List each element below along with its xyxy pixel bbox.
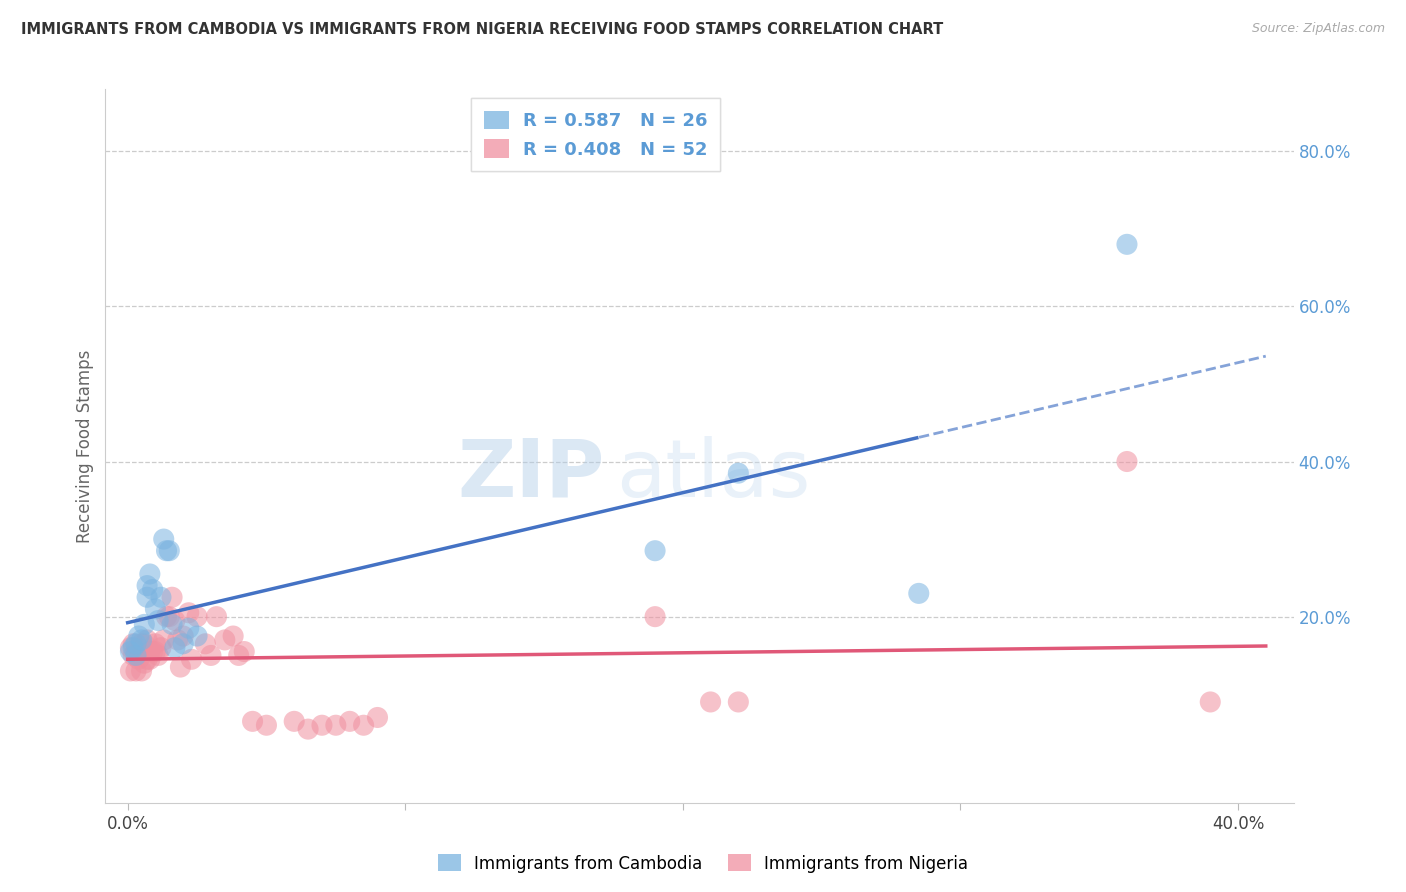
Point xyxy=(699,695,721,709)
Point xyxy=(149,640,172,655)
Point xyxy=(163,614,186,628)
Y-axis label: Receiving Food Stamps: Receiving Food Stamps xyxy=(76,350,94,542)
Point xyxy=(157,609,180,624)
Point xyxy=(160,617,183,632)
Point xyxy=(177,606,200,620)
Point xyxy=(177,621,200,635)
Point xyxy=(180,652,202,666)
Point xyxy=(148,614,170,628)
Point xyxy=(200,648,222,663)
Point xyxy=(283,714,305,729)
Point xyxy=(139,652,162,666)
Point xyxy=(122,648,145,663)
Point xyxy=(139,566,162,581)
Point xyxy=(128,629,150,643)
Point xyxy=(134,656,156,670)
Point xyxy=(145,644,167,658)
Point xyxy=(136,652,159,666)
Legend: R = 0.587   N = 26, R = 0.408   N = 52: R = 0.587 N = 26, R = 0.408 N = 52 xyxy=(471,98,720,171)
Text: atlas: atlas xyxy=(616,435,811,514)
Point xyxy=(120,644,142,658)
Point xyxy=(155,609,177,624)
Point xyxy=(353,718,375,732)
Point xyxy=(125,664,148,678)
Point xyxy=(1116,454,1139,468)
Point xyxy=(152,632,174,647)
Point xyxy=(644,543,666,558)
Point xyxy=(131,637,153,651)
Point xyxy=(339,714,361,729)
Point xyxy=(1199,695,1222,709)
Point xyxy=(145,637,167,651)
Point xyxy=(142,582,165,597)
Point xyxy=(325,718,347,732)
Point xyxy=(122,637,145,651)
Point xyxy=(1116,237,1139,252)
Point xyxy=(172,637,194,651)
Point xyxy=(131,664,153,678)
Point xyxy=(152,532,174,546)
Point xyxy=(125,644,148,658)
Point xyxy=(120,640,142,655)
Point xyxy=(222,629,245,643)
Point xyxy=(136,579,159,593)
Point xyxy=(128,652,150,666)
Point xyxy=(125,648,148,663)
Point xyxy=(139,644,162,658)
Point xyxy=(160,591,183,605)
Point xyxy=(727,695,749,709)
Point xyxy=(122,640,145,655)
Point xyxy=(256,718,278,732)
Point xyxy=(311,718,333,732)
Point xyxy=(131,632,153,647)
Point xyxy=(228,648,250,663)
Point xyxy=(297,722,319,736)
Point xyxy=(134,617,156,632)
Point xyxy=(214,632,236,647)
Legend: Immigrants from Cambodia, Immigrants from Nigeria: Immigrants from Cambodia, Immigrants fro… xyxy=(432,847,974,880)
Point xyxy=(155,543,177,558)
Point xyxy=(163,640,186,655)
Point xyxy=(186,609,208,624)
Point xyxy=(148,648,170,663)
Point xyxy=(134,637,156,651)
Text: IMMIGRANTS FROM CAMBODIA VS IMMIGRANTS FROM NIGERIA RECEIVING FOOD STAMPS CORREL: IMMIGRANTS FROM CAMBODIA VS IMMIGRANTS F… xyxy=(21,22,943,37)
Point xyxy=(157,543,180,558)
Point xyxy=(644,609,666,624)
Point xyxy=(366,710,388,724)
Text: ZIP: ZIP xyxy=(457,435,605,514)
Point xyxy=(233,644,256,658)
Point xyxy=(172,629,194,643)
Point xyxy=(194,637,217,651)
Point xyxy=(136,591,159,605)
Point xyxy=(169,660,191,674)
Point xyxy=(145,602,167,616)
Text: Source: ZipAtlas.com: Source: ZipAtlas.com xyxy=(1251,22,1385,36)
Point xyxy=(242,714,264,729)
Point xyxy=(727,466,749,480)
Point xyxy=(205,609,228,624)
Point xyxy=(907,586,929,600)
Point xyxy=(125,637,148,651)
Point xyxy=(136,632,159,647)
Point xyxy=(149,591,172,605)
Point xyxy=(166,632,188,647)
Point xyxy=(120,664,142,678)
Point xyxy=(142,644,165,658)
Point xyxy=(186,629,208,643)
